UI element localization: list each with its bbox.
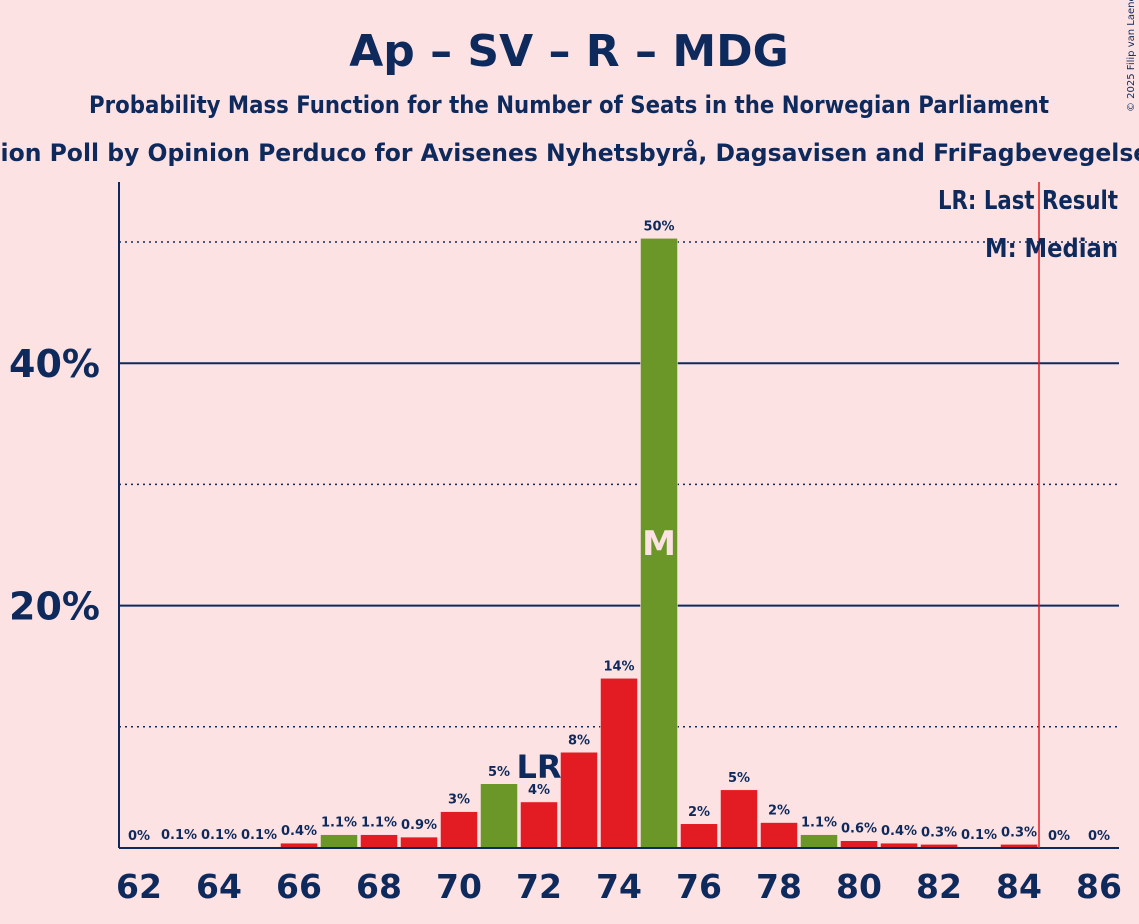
chart-subtitle-poll: Opinion Poll by Opinion Perduco for Avis… <box>0 138 1139 167</box>
bar-label-69: 0.9% <box>401 818 437 833</box>
bar-label-64: 0.1% <box>201 828 237 843</box>
bar-label-76: 2% <box>688 805 710 820</box>
markers: LR M <box>516 182 1040 848</box>
bar-label-81: 0.4% <box>881 824 917 839</box>
x-tick-label: 64 <box>196 867 242 906</box>
bar-80 <box>840 840 878 849</box>
bar-73 <box>560 752 598 849</box>
bar-label-68: 1.1% <box>361 816 397 831</box>
bar-label-66: 0.4% <box>281 824 317 839</box>
legend-median: M: Median <box>985 234 1118 264</box>
bar-69 <box>400 836 438 849</box>
axes <box>118 182 1119 849</box>
bar-label-84: 0.3% <box>1001 825 1037 840</box>
bar-71 <box>480 783 518 849</box>
y-tick-label: 20% <box>9 585 100 629</box>
bar-label-74: 14% <box>603 659 634 674</box>
x-tick-label: 86 <box>1076 867 1122 906</box>
bar-70 <box>440 811 478 849</box>
bar-67 <box>320 834 358 849</box>
x-tick-label: 70 <box>436 867 482 906</box>
x-tick-label: 68 <box>356 867 402 906</box>
bar-76 <box>680 823 718 849</box>
bar-79 <box>800 834 838 849</box>
bar-label-79: 1.1% <box>801 816 837 831</box>
chart-title: Ap – SV – R – MDG <box>349 26 789 77</box>
bar-label-75: 50% <box>643 219 674 234</box>
bar-label-72: 4% <box>528 783 550 798</box>
bar-68 <box>360 834 398 849</box>
x-tick-label: 74 <box>596 867 642 906</box>
bar-label-78: 2% <box>768 804 790 819</box>
bar-label-77: 5% <box>728 771 750 786</box>
x-tick-label: 62 <box>116 867 162 906</box>
x-tick-label: 82 <box>916 867 962 906</box>
bar-72 <box>520 801 558 849</box>
y-tick-labels: 20% 40% <box>9 342 100 628</box>
y-tick-label: 40% <box>9 342 100 386</box>
bar-77 <box>720 789 758 849</box>
x-tick-label: 80 <box>836 867 882 906</box>
chart-subtitle: Probability Mass Function for the Number… <box>89 91 1049 119</box>
bars <box>160 238 1038 849</box>
x-tick-labels: 62 64 66 68 70 72 74 76 78 80 82 84 86 <box>116 867 1122 906</box>
bar-label-65: 0.1% <box>241 828 277 843</box>
gridlines <box>119 241 1119 728</box>
bar-label-82: 0.3% <box>921 825 957 840</box>
bar-value-labels: 0% 0.1% 0.1% 0.1% 0.4% 1.1% 1.1% 0.9% 3% 5% 4% 8% 14… <box>128 219 1110 844</box>
bar-label-73: 8% <box>568 733 590 748</box>
bar-label-80: 0.6% <box>841 822 877 837</box>
x-tick-label: 84 <box>996 867 1042 906</box>
bar-78 <box>760 822 798 849</box>
x-tick-label: 66 <box>276 867 322 906</box>
legend-last-result: LR: Last Result <box>938 186 1118 216</box>
last-result-marker: LR <box>516 748 561 786</box>
bar-label-86: 0% <box>1088 829 1110 844</box>
bar-label-67: 1.1% <box>321 816 357 831</box>
bar-label-70: 3% <box>448 793 470 808</box>
x-tick-label: 78 <box>756 867 802 906</box>
bar-label-62: 0% <box>128 829 150 844</box>
bar-label-83: 0.1% <box>961 828 997 843</box>
bar-label-71: 5% <box>488 765 510 780</box>
bar-label-63: 0.1% <box>161 828 197 843</box>
bar-label-85: 0% <box>1048 829 1070 844</box>
x-tick-label: 72 <box>516 867 562 906</box>
copyright-note: © 2025 Filip van Laenen <box>1126 0 1137 112</box>
x-tick-label: 76 <box>676 867 722 906</box>
median-marker: M <box>642 524 676 564</box>
bar-74 <box>600 678 638 849</box>
